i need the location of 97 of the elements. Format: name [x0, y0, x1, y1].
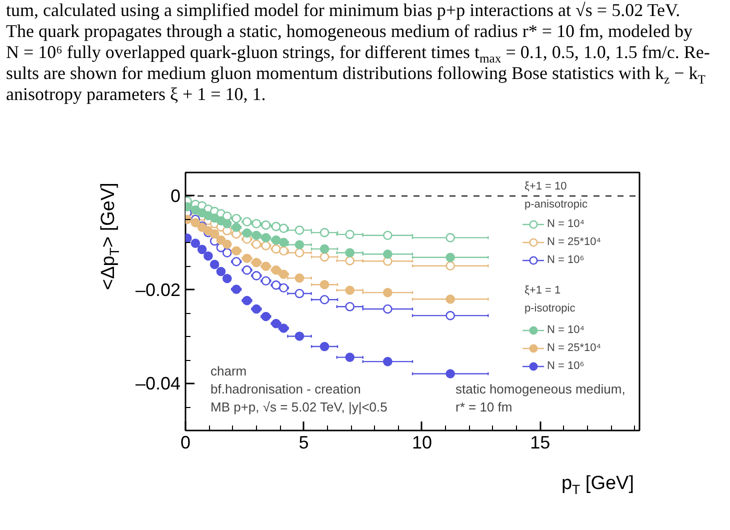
point: [232, 246, 241, 256]
point: [252, 258, 262, 268]
point: [278, 283, 288, 293]
point: [222, 240, 232, 249]
annotation: r* = 10 fm: [456, 400, 512, 414]
point: [242, 228, 252, 238]
point: [383, 288, 392, 298]
point: [345, 302, 354, 312]
point: [383, 249, 392, 259]
legend-label: N = 25*10⁴: [547, 235, 601, 250]
point: [383, 230, 392, 240]
point: [204, 251, 213, 261]
point: [271, 235, 281, 245]
point: [216, 266, 226, 276]
point: [271, 244, 281, 254]
point: [232, 222, 241, 232]
point: [345, 248, 354, 258]
point: [232, 284, 241, 294]
annotation: ξ+1 = 1: [524, 284, 561, 296]
point: [271, 318, 281, 328]
point: [446, 294, 455, 304]
point: [446, 261, 455, 270]
legend-label: N = 10⁴: [547, 323, 584, 338]
point: [446, 310, 455, 320]
point: [294, 273, 304, 283]
point: [278, 224, 288, 233]
point: [271, 280, 281, 290]
point: [216, 235, 226, 245]
point: [278, 238, 288, 248]
point: [261, 233, 271, 242]
point: [242, 265, 252, 275]
point: [252, 230, 262, 240]
point: [271, 265, 281, 275]
y-tick-label: –0.04: [135, 374, 181, 394]
point: [345, 230, 354, 240]
legend-label: N = 10⁶: [547, 253, 584, 268]
point: [210, 260, 220, 270]
point: [294, 248, 304, 258]
point: [278, 246, 288, 256]
point: [242, 296, 252, 306]
annotation: bf.hadronisation - creation: [210, 382, 361, 396]
point: [190, 218, 200, 228]
annotation: ξ+1 = 10: [524, 180, 567, 192]
point: [320, 228, 330, 238]
point: [261, 276, 271, 286]
x-axis-title: p$_{T}$ [GeV]: [561, 473, 634, 497]
point: [294, 332, 304, 341]
point: [222, 248, 232, 258]
point: [278, 270, 288, 279]
legend-label: N = 25*10⁴: [547, 341, 601, 356]
point: [252, 271, 262, 280]
point: [320, 252, 330, 262]
point: [320, 244, 330, 254]
point: [242, 254, 252, 263]
point: [278, 324, 288, 333]
point: [294, 240, 304, 250]
point: [252, 240, 262, 249]
annotation: MB p+p, √s = 5.02 TeV, |y|<0.5: [210, 400, 388, 414]
point: [320, 280, 330, 290]
point: [383, 356, 392, 366]
text: tum, calculated using a simplified model for minimum bias p+p interactions at √s = 5.02 TeV. The quark propagates through a static, homogeneous medium of radius r* = 10 fm, modeled by N = 10⁶ fully overlapped quark-gluon strings, for different times t$_{max}$ = 0.1, 0.5, 1.0, 1.5 fm/c. Re- sults are shown for medium gluon momentum distributions following Bose statistics with k$_{z}$ − k$_{T}$ anisotropy parameters ξ + 1 = 10, 1.: [6, 0, 710, 104]
point: [261, 312, 271, 322]
point: [210, 229, 220, 239]
point: [294, 288, 304, 298]
point: [271, 222, 281, 232]
x-tick-label: 5: [298, 432, 309, 452]
legend-label: N = 10⁶: [547, 359, 584, 374]
point: [252, 218, 262, 228]
point: [242, 217, 252, 226]
point: [446, 233, 455, 242]
point: [446, 252, 455, 262]
point: [261, 241, 271, 250]
point: [252, 304, 262, 314]
point: [222, 274, 232, 284]
y-tick-label: 0: [170, 186, 181, 206]
point: [383, 304, 392, 314]
y-tick-label: –0.02: [135, 280, 181, 300]
point: [320, 294, 330, 304]
annotation: p-anisotropic: [524, 198, 588, 210]
point: [197, 244, 207, 254]
x-tick-label: 10: [412, 432, 432, 452]
point: [320, 342, 330, 352]
point: [190, 238, 200, 248]
legend-label: N = 10⁴: [547, 217, 584, 232]
point: [261, 262, 271, 271]
x-tick-label: 15: [530, 432, 550, 452]
annotation: p-isotropic: [524, 302, 576, 314]
annotation: static homogeneous medium,: [456, 382, 626, 396]
point: [345, 256, 354, 266]
point: [446, 369, 455, 378]
point: [232, 214, 241, 224]
point: [222, 218, 232, 228]
point: [294, 226, 304, 235]
point: [345, 352, 354, 362]
annotation: charm: [210, 364, 247, 378]
point: [345, 286, 354, 295]
point: [232, 256, 241, 266]
